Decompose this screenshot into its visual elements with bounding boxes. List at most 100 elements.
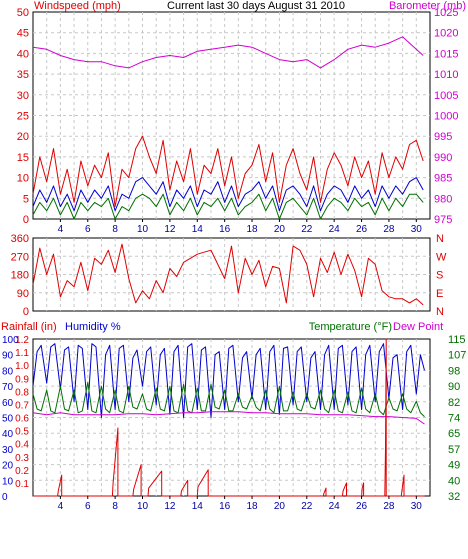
x-tick-label: 28 bbox=[383, 224, 395, 235]
barometer-tick-label: 995 bbox=[434, 131, 452, 143]
barometer-tick-label: 975 bbox=[434, 214, 452, 226]
x-tick-label: 14 bbox=[192, 501, 204, 512]
x-tick-label: 12 bbox=[164, 224, 176, 235]
x-tick-label: 10 bbox=[137, 501, 149, 512]
compass-label: N bbox=[436, 233, 444, 245]
x-tick-label: 8 bbox=[112, 501, 118, 512]
humidity-tick-label: 90 bbox=[2, 351, 14, 362]
barometer-tick-label: 980 bbox=[434, 193, 452, 205]
humidity-tick-label: 40 bbox=[2, 429, 14, 440]
temperature-tick-label: 74 bbox=[448, 413, 460, 425]
x-tick-label: 6 bbox=[85, 501, 91, 512]
barometer-tick-label: 1025 bbox=[434, 7, 458, 19]
temperature-tick-label: 32 bbox=[448, 491, 460, 503]
rainfall-axis-label: Rainfall (in) bbox=[1, 321, 57, 333]
x-tick-label: 8 bbox=[112, 224, 118, 235]
rainfall-axis: 0.1 0.2 0.3 0.4 0.5 0.6 0.7 0.8 0.9 1.0 1.1 1.2 bbox=[15, 335, 29, 490]
humidity-tick-label: 20 bbox=[2, 461, 14, 472]
x-tick-label: 28 bbox=[383, 501, 395, 512]
humidity-tick-label: 50 bbox=[2, 414, 14, 425]
x-tick-label: 26 bbox=[356, 501, 368, 512]
temperature-axis-label: Temperature (°F) bbox=[309, 321, 392, 333]
rain-humidity-temp-series bbox=[32, 338, 425, 497]
x-tick-label: 16 bbox=[219, 224, 231, 235]
temperature-tick-label: 107 bbox=[448, 350, 466, 362]
temperature-line bbox=[32, 382, 425, 417]
barometer-axis-label: Barometer (mb) bbox=[389, 0, 466, 12]
rain-humidity-temp-panel: 0.1 0.2 0.3 0.4 0.5 0.6 0.7 0.8 0.9 1.0 1.1 1.2 0 10… bbox=[1, 321, 466, 512]
temperature-tick-label: 57 bbox=[448, 444, 460, 456]
temperature-tick-label: 115 bbox=[448, 334, 466, 346]
temperature-tick-label: 49 bbox=[448, 460, 460, 472]
rainfall-tick-label: 1.2 bbox=[15, 335, 29, 346]
humidity-tick-label: 0 bbox=[2, 492, 8, 503]
dew-point-line bbox=[32, 411, 425, 425]
x-tick-label: 30 bbox=[411, 224, 423, 235]
x-tick-label: 10 bbox=[137, 224, 149, 235]
barometer-tick-label: 990 bbox=[434, 152, 452, 164]
windspeed-tick-label: 25 bbox=[17, 111, 29, 123]
barometer-tick-label: 1010 bbox=[434, 69, 458, 81]
compass-label: E bbox=[436, 288, 443, 300]
x-tick-label: 20 bbox=[274, 501, 286, 512]
chart-title: Current last 30 days August 31 2010 bbox=[167, 0, 345, 12]
rainfall-tick-label: 0.6 bbox=[15, 414, 29, 425]
barometer-tick-label: 1000 bbox=[434, 111, 458, 123]
x-tick-label: 6 bbox=[85, 224, 91, 235]
x-tick-label: 24 bbox=[329, 224, 341, 235]
direction-tick-label: 0 bbox=[23, 306, 29, 318]
windspeed-tick-label: 30 bbox=[17, 90, 29, 102]
wind-direction-grid bbox=[33, 238, 430, 311]
barometer-tick-label: 1005 bbox=[434, 90, 458, 102]
rainfall-tick-label: 1.1 bbox=[15, 348, 29, 359]
x-tick-label: 18 bbox=[246, 501, 258, 512]
barometer-tick-label: 1015 bbox=[434, 48, 458, 60]
direction-tick-label: 90 bbox=[17, 288, 29, 300]
humidity-tick-label: 10 bbox=[2, 476, 14, 487]
windspeed-tick-label: 15 bbox=[17, 152, 29, 164]
x-tick-label: 30 bbox=[411, 501, 423, 512]
rainfall-tick-label: 0.1 bbox=[15, 479, 29, 490]
rainfall-tick-label: 0.9 bbox=[15, 374, 29, 385]
compass-label: N bbox=[436, 306, 444, 318]
windspeed-tick-label: 10 bbox=[17, 173, 29, 185]
rainfall-tick-label: 0.8 bbox=[15, 387, 29, 398]
humidity-tick-label: 30 bbox=[2, 445, 14, 456]
rainfall-tick-label: 0.2 bbox=[15, 466, 29, 477]
temperature-axis: 32 40 49 57 65 74 82 90 98 107 115 bbox=[448, 334, 466, 503]
wind-direction-series bbox=[32, 243, 424, 306]
x-tick-label: 24 bbox=[329, 501, 341, 512]
wind-low-line bbox=[32, 193, 424, 220]
humidity-axis: 0 10 20 30 40 50 60 70 80 90 100 bbox=[2, 335, 19, 503]
temperature-tick-label: 90 bbox=[448, 381, 460, 393]
temperature-tick-label: 82 bbox=[448, 397, 460, 409]
x-tick-label: 12 bbox=[164, 501, 176, 512]
humidity-tick-label: 60 bbox=[2, 398, 14, 409]
barometer-tick-label: 1020 bbox=[434, 28, 458, 40]
x-tick-label: 4 bbox=[58, 501, 64, 512]
rainfall-tick-label: 0.4 bbox=[15, 440, 29, 451]
wind-pressure-series bbox=[32, 36, 424, 220]
windspeed-axis-label: Windspeed (mph) bbox=[34, 0, 121, 12]
barometer-tick-label: 985 bbox=[434, 173, 452, 185]
x-tick-label: 26 bbox=[356, 224, 368, 235]
barometer-line bbox=[32, 36, 424, 69]
windspeed-tick-label: 45 bbox=[17, 28, 29, 40]
rainfall-tick-label: 0.5 bbox=[15, 427, 29, 438]
rainfall-tick-label: 1.0 bbox=[15, 361, 29, 372]
windspeed-tick-label: 40 bbox=[17, 48, 29, 60]
direction-degrees-axis: 0 90 180 270 360 bbox=[11, 233, 29, 318]
wind-date-axis: 4 6 8 10 12 14 16 18 20 22 24 26 28 30 bbox=[58, 219, 423, 235]
windspeed-tick-label: 20 bbox=[17, 131, 29, 143]
humidity-tick-label: 70 bbox=[2, 382, 14, 393]
temperature-tick-label: 65 bbox=[448, 428, 460, 440]
windspeed-tick-label: 0 bbox=[23, 214, 29, 226]
rainfall-tick-label: 0.3 bbox=[15, 453, 29, 464]
windspeed-tick-label: 5 bbox=[23, 193, 29, 205]
humidity-tick-label: 80 bbox=[2, 366, 14, 377]
x-tick-label: 16 bbox=[219, 501, 231, 512]
direction-tick-label: 180 bbox=[11, 270, 29, 282]
